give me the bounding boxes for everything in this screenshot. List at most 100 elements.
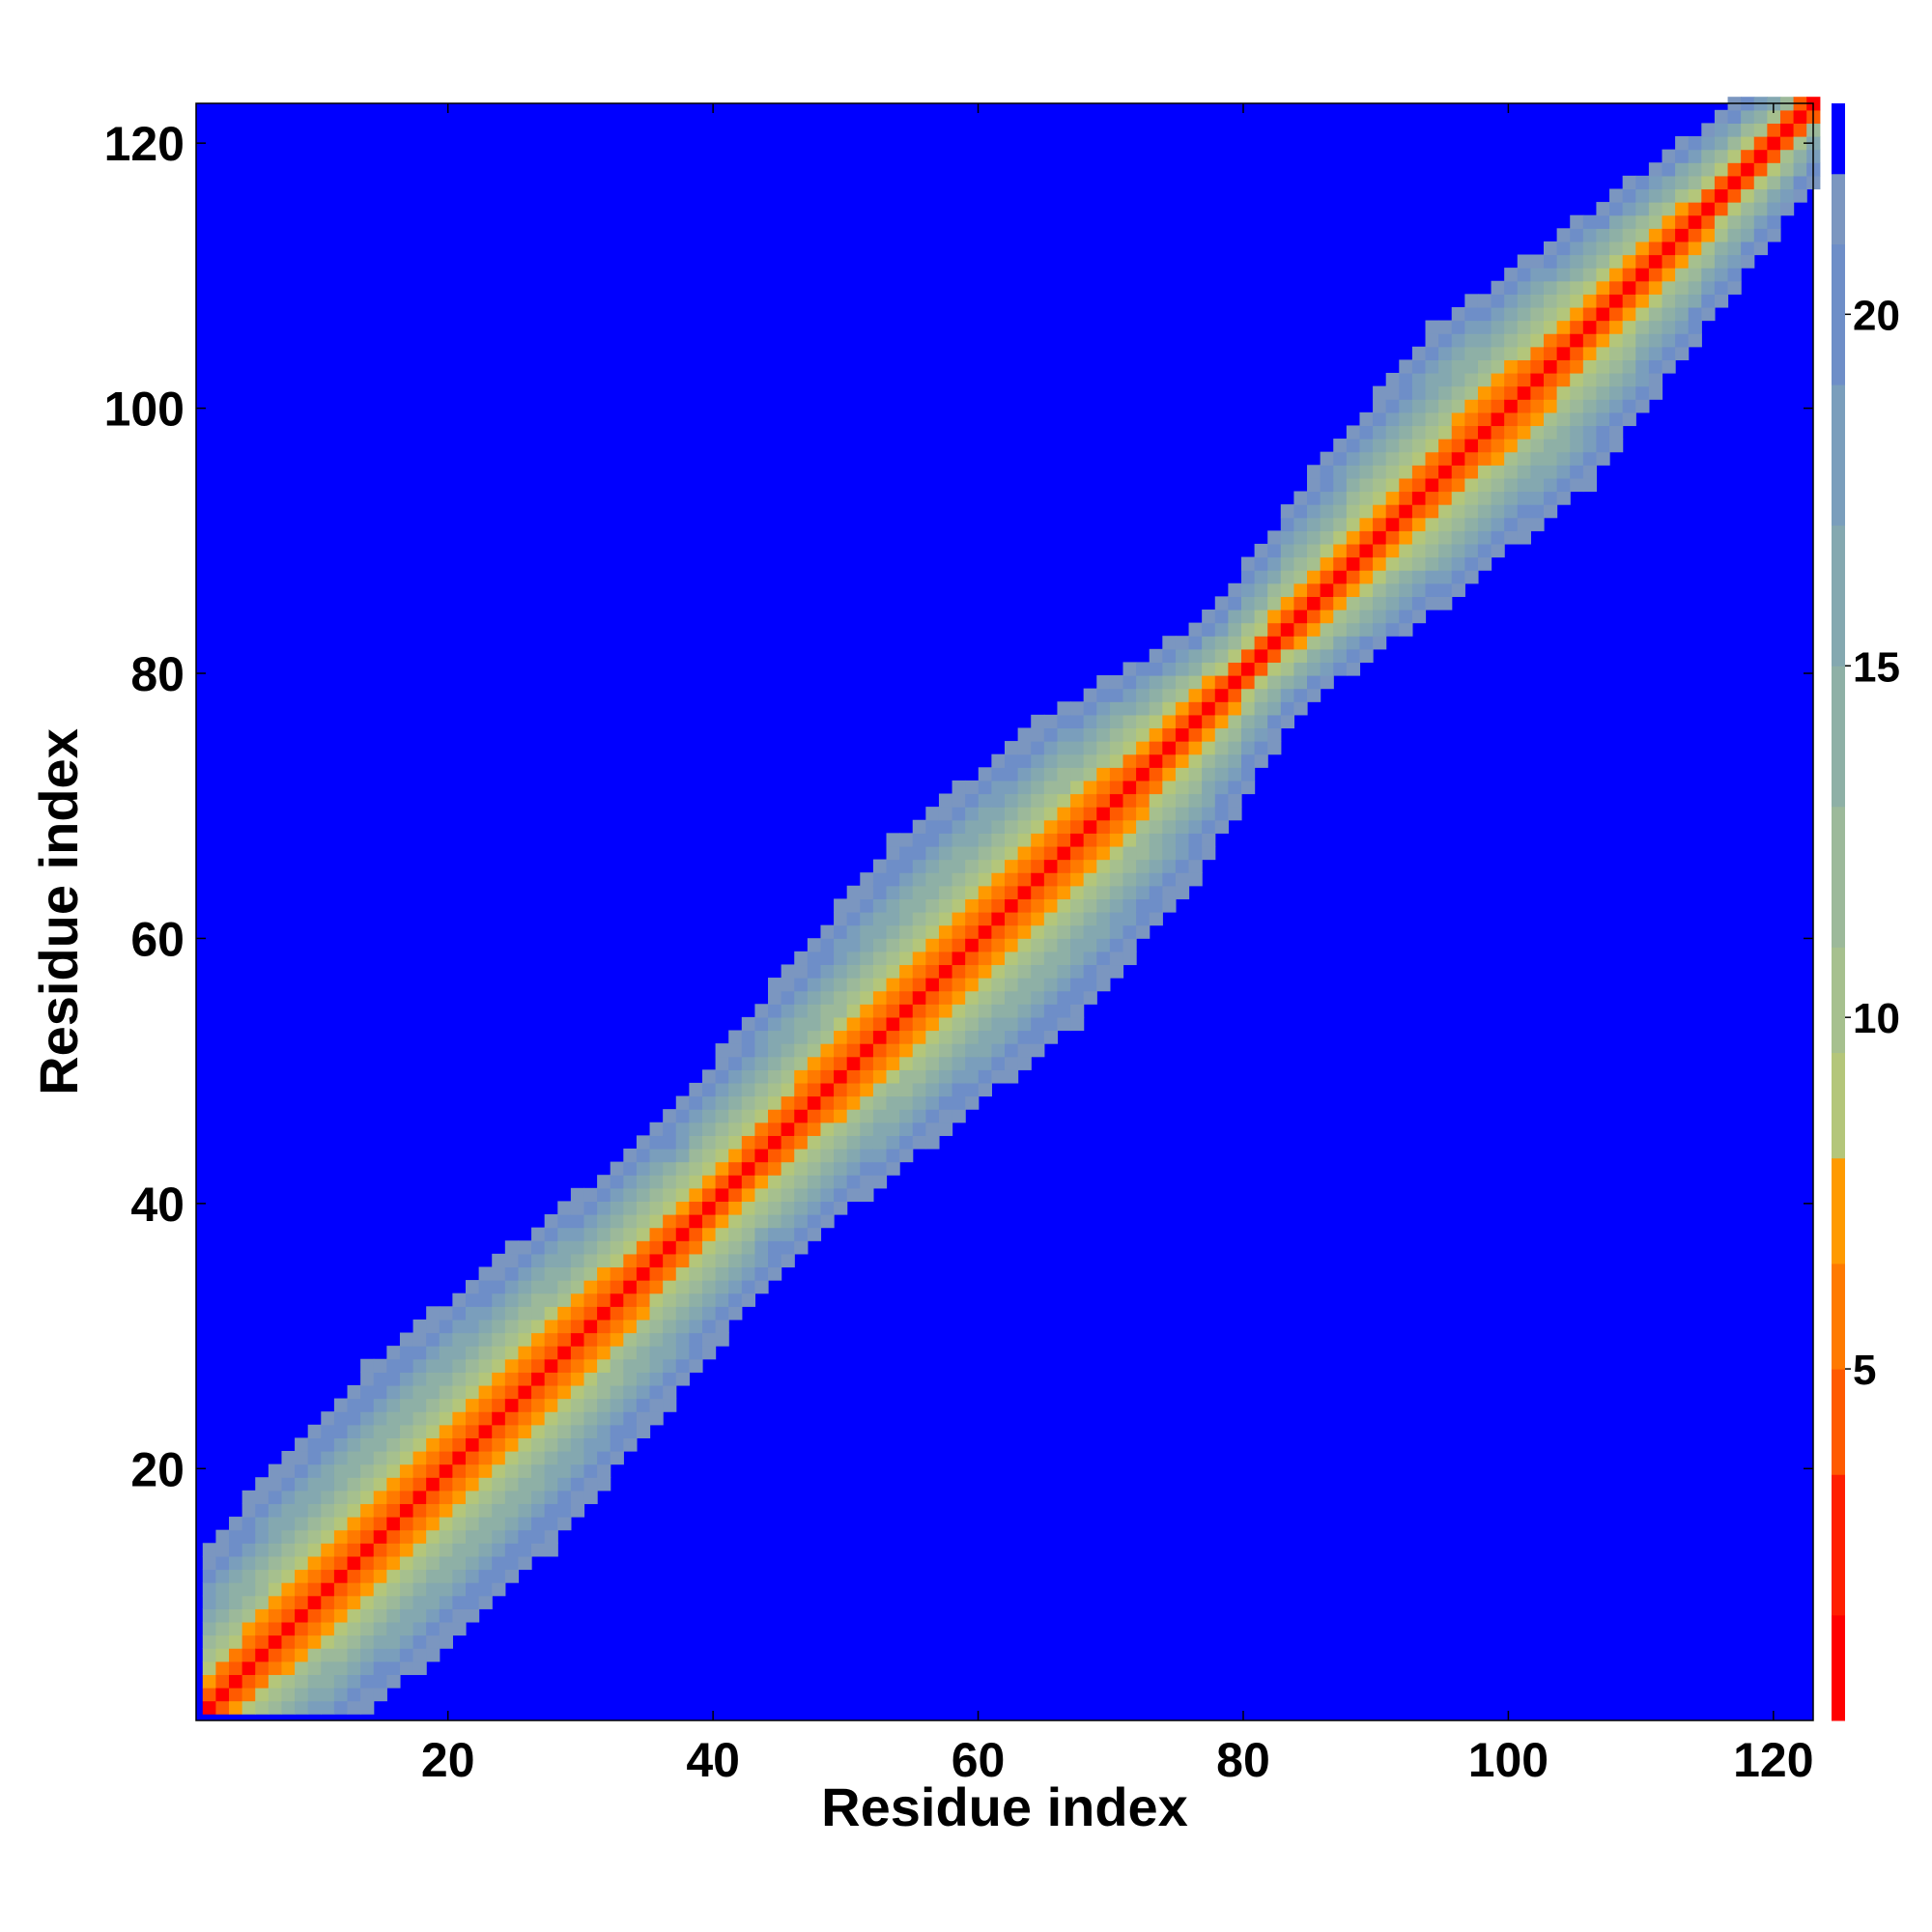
- heatmap-cell: [952, 1043, 966, 1058]
- heatmap-cell: [570, 1227, 585, 1241]
- heatmap-cell: [1175, 807, 1190, 821]
- heatmap-cell: [1438, 412, 1453, 427]
- heatmap-cell: [1688, 254, 1702, 269]
- heatmap-cell: [1648, 268, 1663, 282]
- heatmap-cell: [360, 1358, 375, 1373]
- heatmap-cell: [1582, 373, 1598, 387]
- heatmap-cell: [978, 1004, 992, 1018]
- heatmap-cell: [1411, 556, 1427, 571]
- heatmap-cell: [1451, 320, 1465, 334]
- heatmap-cell: [623, 1319, 638, 1334]
- heatmap-cell: [1333, 582, 1348, 597]
- heatmap-cell: [1240, 741, 1256, 755]
- heatmap-cell: [1043, 978, 1059, 992]
- heatmap-cell: [1425, 346, 1439, 360]
- heatmap-cell: [373, 1543, 387, 1557]
- heatmap-cell: [1162, 807, 1177, 821]
- heatmap-cell: [1544, 373, 1558, 387]
- heatmap-cell: [1635, 306, 1650, 322]
- heatmap-cell: [1635, 333, 1650, 348]
- heatmap-cell: [1425, 399, 1439, 413]
- heatmap-cell: [860, 1082, 874, 1097]
- heatmap-cell: [1254, 556, 1268, 571]
- heatmap-cell: [1202, 819, 1216, 834]
- heatmap-cell: [1228, 582, 1242, 597]
- heatmap-cell: [872, 924, 888, 939]
- heatmap-cell: [728, 1175, 743, 1189]
- heatmap-cell: [1373, 596, 1387, 611]
- heatmap-cell: [1162, 819, 1177, 834]
- heatmap-cell: [386, 1477, 401, 1492]
- heatmap-cell: [1530, 465, 1545, 479]
- heatmap-cell: [399, 1424, 414, 1438]
- heatmap-cell: [281, 1477, 296, 1492]
- heatmap-cell: [1753, 214, 1768, 229]
- heatmap-cell: [492, 1555, 506, 1571]
- heatmap-cell: [715, 1069, 729, 1084]
- heatmap-cell: [872, 1161, 888, 1176]
- heatmap-cell: [820, 1043, 835, 1058]
- heatmap-cell: [1373, 543, 1387, 558]
- heatmap-cell: [1504, 268, 1519, 282]
- heatmap-cell: [610, 1161, 624, 1176]
- heatmap-cell: [360, 1634, 375, 1649]
- heatmap-cell: [1057, 780, 1071, 795]
- heatmap-cell: [466, 1477, 480, 1492]
- heatmap-cell: [1411, 517, 1427, 531]
- heatmap-cell: [846, 1069, 861, 1084]
- heatmap-cell: [1596, 399, 1610, 413]
- heatmap-cell: [1688, 294, 1702, 308]
- heatmap-cell: [1096, 767, 1111, 781]
- heatmap-cell: [229, 1555, 243, 1571]
- x-tick-label: 80: [1216, 1733, 1270, 1787]
- heatmap-cell: [1622, 188, 1636, 203]
- heatmap-cell: [426, 1332, 440, 1347]
- heatmap-cell: [583, 1398, 598, 1412]
- heatmap-cell: [728, 1187, 743, 1203]
- heatmap-cell: [215, 1648, 230, 1662]
- heatmap-cell: [1083, 688, 1097, 702]
- heatmap-cell: [1464, 556, 1479, 571]
- heatmap-cell: [412, 1437, 427, 1452]
- heatmap-cell: [439, 1503, 453, 1518]
- heatmap-cell: [860, 1187, 874, 1203]
- heatmap-cell: [912, 990, 926, 1005]
- heatmap-cell: [1635, 254, 1650, 269]
- heatmap-cell: [768, 1148, 782, 1163]
- heatmap-cell: [1517, 306, 1531, 322]
- heatmap-cell: [1675, 202, 1690, 216]
- heatmap-cell: [1517, 294, 1531, 308]
- heatmap-cell: [636, 1398, 651, 1412]
- heatmap-cell: [1411, 359, 1427, 374]
- heatmap-cell: [1425, 465, 1439, 479]
- heatmap-cell: [781, 1069, 795, 1084]
- heatmap-cell: [307, 1634, 322, 1649]
- heatmap-cell: [807, 1030, 822, 1044]
- heatmap-cell: [1162, 898, 1177, 913]
- heatmap-cell: [689, 1240, 703, 1255]
- heatmap-cell: [834, 1082, 848, 1097]
- heatmap-cell: [649, 1384, 664, 1400]
- heatmap-cell: [1648, 280, 1663, 295]
- heatmap-cell: [466, 1543, 480, 1557]
- heatmap-cell: [1451, 306, 1465, 322]
- heatmap-cell: [1202, 780, 1216, 795]
- heatmap-cell: [373, 1384, 387, 1400]
- heatmap-cell: [912, 1056, 926, 1070]
- heatmap-cell: [820, 951, 835, 966]
- heatmap-cell: [544, 1332, 558, 1347]
- heatmap-cell: [701, 1201, 717, 1215]
- heatmap-cell: [952, 1109, 966, 1123]
- heatmap-cell: [610, 1384, 624, 1400]
- heatmap-cell: [925, 1095, 940, 1110]
- heatmap-cell: [531, 1411, 546, 1426]
- heatmap-cell: [1031, 819, 1045, 834]
- heatmap-cell: [820, 1069, 835, 1084]
- heatmap-cell: [1017, 819, 1032, 834]
- heatmap-cell: [1031, 978, 1045, 992]
- heatmap-cell: [754, 1227, 769, 1241]
- heatmap-cell: [1517, 451, 1531, 466]
- heatmap-cell: [255, 1569, 270, 1583]
- heatmap-cell: [452, 1384, 467, 1400]
